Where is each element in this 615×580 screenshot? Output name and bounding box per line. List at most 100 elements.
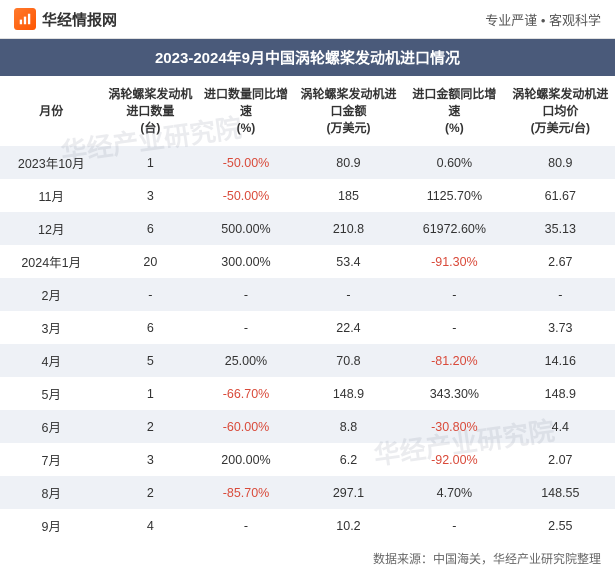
table-row: 4月525.00%70.8-81.20%14.16 [0,344,615,377]
table-cell: 5 [103,344,199,377]
table-row: 11月3-50.00%1851125.70%61.67 [0,179,615,212]
table-cell: 53.4 [294,245,403,278]
table-cell: 8.8 [294,410,403,443]
table-cell: 12月 [0,212,103,245]
table-cell: - [403,509,506,542]
table-cell: 148.9 [294,377,403,410]
table-cell: - [198,278,294,311]
table-cell: -81.20% [403,344,506,377]
table-row: 2023年10月1-50.00%80.90.60%80.9 [0,146,615,179]
table-cell: 2 [103,410,199,443]
logo-icon [14,8,36,30]
table-cell: 11月 [0,179,103,212]
table-cell: 10.2 [294,509,403,542]
table-cell: 61.67 [506,179,615,212]
table-cell: 6.2 [294,443,403,476]
table-cell: 3.73 [506,311,615,344]
table-row: 5月1-66.70%148.9343.30%148.9 [0,377,615,410]
page-header: 华经情报网 专业严谨 • 客观科学 [0,0,615,39]
table-cell: -60.00% [198,410,294,443]
table-cell: 200.00% [198,443,294,476]
table-row: 7月3200.00%6.2-92.00%2.07 [0,443,615,476]
table-cell: 0.60% [403,146,506,179]
table-cell: -92.00% [403,443,506,476]
table-cell: 500.00% [198,212,294,245]
table-cell: - [198,311,294,344]
data-table: 月份涡轮螺桨发动机进口数量(台)进口数量同比增速(%)涡轮螺桨发动机进口金额(万… [0,76,615,542]
table-cell: 2024年1月 [0,245,103,278]
table-cell: 4.4 [506,410,615,443]
table-cell: 148.9 [506,377,615,410]
data-table-wrap: 月份涡轮螺桨发动机进口数量(台)进口数量同比增速(%)涡轮螺桨发动机进口金额(万… [0,76,615,542]
table-cell: - [403,278,506,311]
table-cell: 6 [103,212,199,245]
header-tagline: 专业严谨 • 客观科学 [485,10,601,29]
column-header: 涡轮螺桨发动机进口金额(万美元) [294,76,403,146]
table-row: 6月2-60.00%8.8-30.80%4.4 [0,410,615,443]
table-cell: 148.55 [506,476,615,509]
table-cell: 3月 [0,311,103,344]
table-cell: 300.00% [198,245,294,278]
table-cell: 35.13 [506,212,615,245]
table-cell: 1 [103,146,199,179]
table-cell: 7月 [0,443,103,476]
table-row: 2月----- [0,278,615,311]
table-cell: 3 [103,443,199,476]
table-cell: 4月 [0,344,103,377]
table-cell: -50.00% [198,179,294,212]
table-cell: 61972.60% [403,212,506,245]
table-cell: 343.30% [403,377,506,410]
table-cell: -85.70% [198,476,294,509]
table-cell: 185 [294,179,403,212]
table-cell: 1125.70% [403,179,506,212]
table-cell: 4.70% [403,476,506,509]
table-row: 9月4-10.2-2.55 [0,509,615,542]
table-row: 8月2-85.70%297.14.70%148.55 [0,476,615,509]
column-header: 涡轮螺桨发动机进口均价(万美元/台) [506,76,615,146]
table-body: 2023年10月1-50.00%80.90.60%80.911月3-50.00%… [0,146,615,542]
table-cell: 210.8 [294,212,403,245]
table-cell: - [403,311,506,344]
table-cell: 80.9 [294,146,403,179]
table-cell: 20 [103,245,199,278]
table-cell: 9月 [0,509,103,542]
table-cell: 6 [103,311,199,344]
column-header: 进口数量同比增速(%) [198,76,294,146]
table-cell: 80.9 [506,146,615,179]
table-cell: 14.16 [506,344,615,377]
table-row: 2024年1月20300.00%53.4-91.30%2.67 [0,245,615,278]
table-cell: 2.07 [506,443,615,476]
logo-area: 华经情报网 [14,8,117,30]
table-cell: - [103,278,199,311]
column-header: 进口金额同比增速(%) [403,76,506,146]
table-cell: 2.55 [506,509,615,542]
table-cell: 25.00% [198,344,294,377]
chart-title: 2023-2024年9月中国涡轮螺桨发动机进口情况 [0,39,615,76]
table-cell: 2 [103,476,199,509]
table-cell: 2023年10月 [0,146,103,179]
table-cell: 4 [103,509,199,542]
table-cell: 2.67 [506,245,615,278]
table-cell: 5月 [0,377,103,410]
table-cell: 1 [103,377,199,410]
column-header: 涡轮螺桨发动机进口数量(台) [103,76,199,146]
table-cell: -66.70% [198,377,294,410]
table-row: 3月6-22.4-3.73 [0,311,615,344]
table-cell: -30.80% [403,410,506,443]
table-cell: 22.4 [294,311,403,344]
table-row: 12月6500.00%210.861972.60%35.13 [0,212,615,245]
table-cell: - [198,509,294,542]
table-cell: 297.1 [294,476,403,509]
table-cell: 2月 [0,278,103,311]
data-source: 数据来源：中国海关，华经产业研究院整理 [0,542,615,573]
column-header: 月份 [0,76,103,146]
table-cell: -91.30% [403,245,506,278]
table-cell: -50.00% [198,146,294,179]
table-cell: 6月 [0,410,103,443]
table-header: 月份涡轮螺桨发动机进口数量(台)进口数量同比增速(%)涡轮螺桨发动机进口金额(万… [0,76,615,146]
table-cell: 8月 [0,476,103,509]
logo-text: 华经情报网 [42,9,117,30]
table-cell: - [506,278,615,311]
table-cell: 70.8 [294,344,403,377]
table-cell: 3 [103,179,199,212]
